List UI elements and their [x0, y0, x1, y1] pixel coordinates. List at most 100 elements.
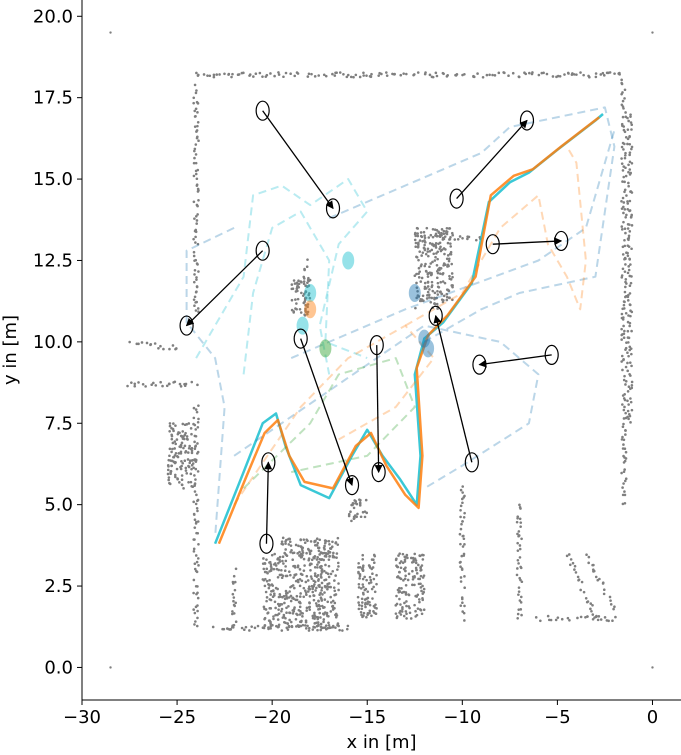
map-point: [294, 307, 297, 310]
map-point: [440, 231, 443, 235]
map-point: [223, 72, 226, 76]
map-point: [463, 619, 466, 622]
map-point: [268, 578, 271, 582]
map-point: [192, 550, 196, 553]
map-point: [298, 605, 302, 609]
map-point: [253, 626, 257, 630]
map-point: [621, 435, 624, 439]
map-point: [358, 577, 361, 580]
map-point: [436, 271, 440, 275]
map-point: [318, 553, 321, 556]
y-tick-label: 12.5: [33, 250, 73, 271]
map-point: [334, 612, 338, 616]
map-point: [193, 156, 196, 160]
map-point: [285, 611, 288, 614]
map-point: [462, 554, 466, 557]
map-point: [273, 552, 276, 556]
map-point: [623, 447, 627, 450]
map-point: [323, 541, 327, 545]
trajectory-series: [185, 226, 235, 538]
map-point: [442, 247, 446, 250]
map-point: [281, 616, 285, 619]
map-point: [178, 431, 181, 435]
map-point: [459, 580, 463, 583]
map-point: [166, 472, 170, 476]
map-point: [421, 251, 425, 254]
map-point: [628, 284, 632, 288]
map-point: [357, 571, 360, 575]
map-point: [285, 626, 289, 630]
map-point: [516, 516, 519, 520]
map-point: [519, 601, 523, 604]
map-point: [180, 483, 184, 486]
map-point: [185, 423, 188, 426]
map-point: [363, 515, 367, 519]
map-point: [608, 71, 612, 74]
map-point: [258, 71, 262, 75]
map-point: [336, 561, 340, 565]
map-point: [620, 471, 623, 475]
map-point: [301, 612, 305, 615]
map-point: [435, 264, 439, 267]
map-point: [279, 602, 282, 606]
map-point: [628, 345, 632, 349]
map-point: [420, 589, 423, 593]
map-point: [588, 75, 591, 79]
map-point: [289, 620, 293, 624]
map-point: [329, 601, 333, 604]
map-point: [303, 624, 307, 627]
map-point: [375, 582, 378, 586]
map-point: [587, 561, 590, 565]
map-point: [322, 73, 326, 77]
map-point: [558, 74, 562, 78]
map-point: [517, 534, 521, 537]
map-point: [304, 309, 307, 312]
map-point: [202, 73, 206, 76]
map-point: [622, 175, 626, 179]
map-point: [299, 572, 303, 576]
map-point: [627, 314, 630, 317]
map-point: [361, 601, 364, 604]
map-point: [621, 245, 625, 249]
map-point: [411, 556, 415, 560]
map-point: [621, 318, 625, 321]
map-point: [426, 285, 430, 288]
map-point: [620, 122, 624, 126]
map-point: [599, 73, 603, 76]
map-point: [402, 579, 405, 582]
map-point: [190, 380, 194, 384]
map-point: [358, 574, 362, 578]
map-point: [321, 626, 325, 630]
map-point: [627, 354, 630, 358]
map-point: [629, 387, 632, 391]
map-point: [624, 278, 628, 281]
map-point: [402, 614, 406, 618]
map-point: [621, 99, 625, 103]
map-point: [192, 422, 195, 426]
map-point: [419, 234, 423, 238]
map-point: [290, 283, 294, 286]
map-point: [194, 434, 198, 438]
map-point: [306, 75, 310, 78]
map-point: [417, 582, 421, 586]
map-point: [405, 72, 408, 76]
map-point: [287, 625, 291, 629]
map-point: [313, 540, 316, 544]
map-point: [625, 213, 628, 217]
map-point: [450, 272, 454, 275]
map-point: [304, 627, 308, 630]
map-point: [296, 289, 299, 293]
map-point: [333, 589, 337, 593]
map-point: [359, 587, 363, 590]
map-point: [449, 235, 452, 239]
map-point: [292, 279, 296, 282]
map-point: [308, 594, 312, 598]
map-point: [626, 116, 629, 120]
map-point: [195, 624, 199, 628]
map-point: [429, 233, 433, 237]
map-point: [269, 72, 272, 75]
map-point: [624, 151, 627, 155]
map-point: [263, 624, 267, 628]
x-tick-label: −20: [253, 707, 291, 728]
map-point: [428, 265, 431, 269]
